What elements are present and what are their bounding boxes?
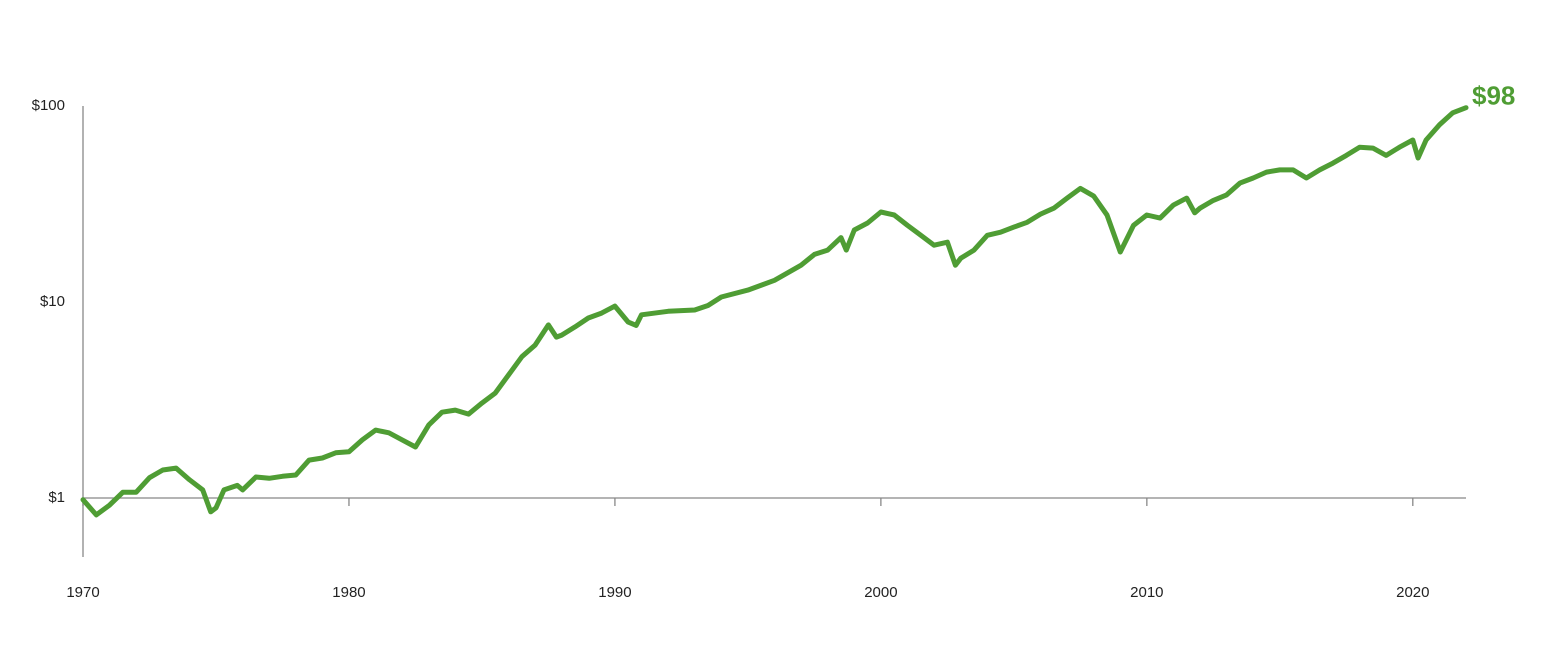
end-value-label: $98 <box>1472 81 1515 111</box>
x-tick-label: 2010 <box>1130 584 1163 601</box>
y-tick-label: $100 <box>32 97 65 114</box>
x-tick-label: 1990 <box>598 584 631 601</box>
x-tick-label: 1970 <box>66 584 99 601</box>
line <box>80 105 1469 518</box>
x-tick-label: 2000 <box>864 584 897 601</box>
x-tick-label: 2020 <box>1396 584 1429 601</box>
y-tick-label: $1 <box>48 489 65 506</box>
y-tick-label: $10 <box>40 293 65 310</box>
x-tick-label: 1980 <box>332 584 365 601</box>
